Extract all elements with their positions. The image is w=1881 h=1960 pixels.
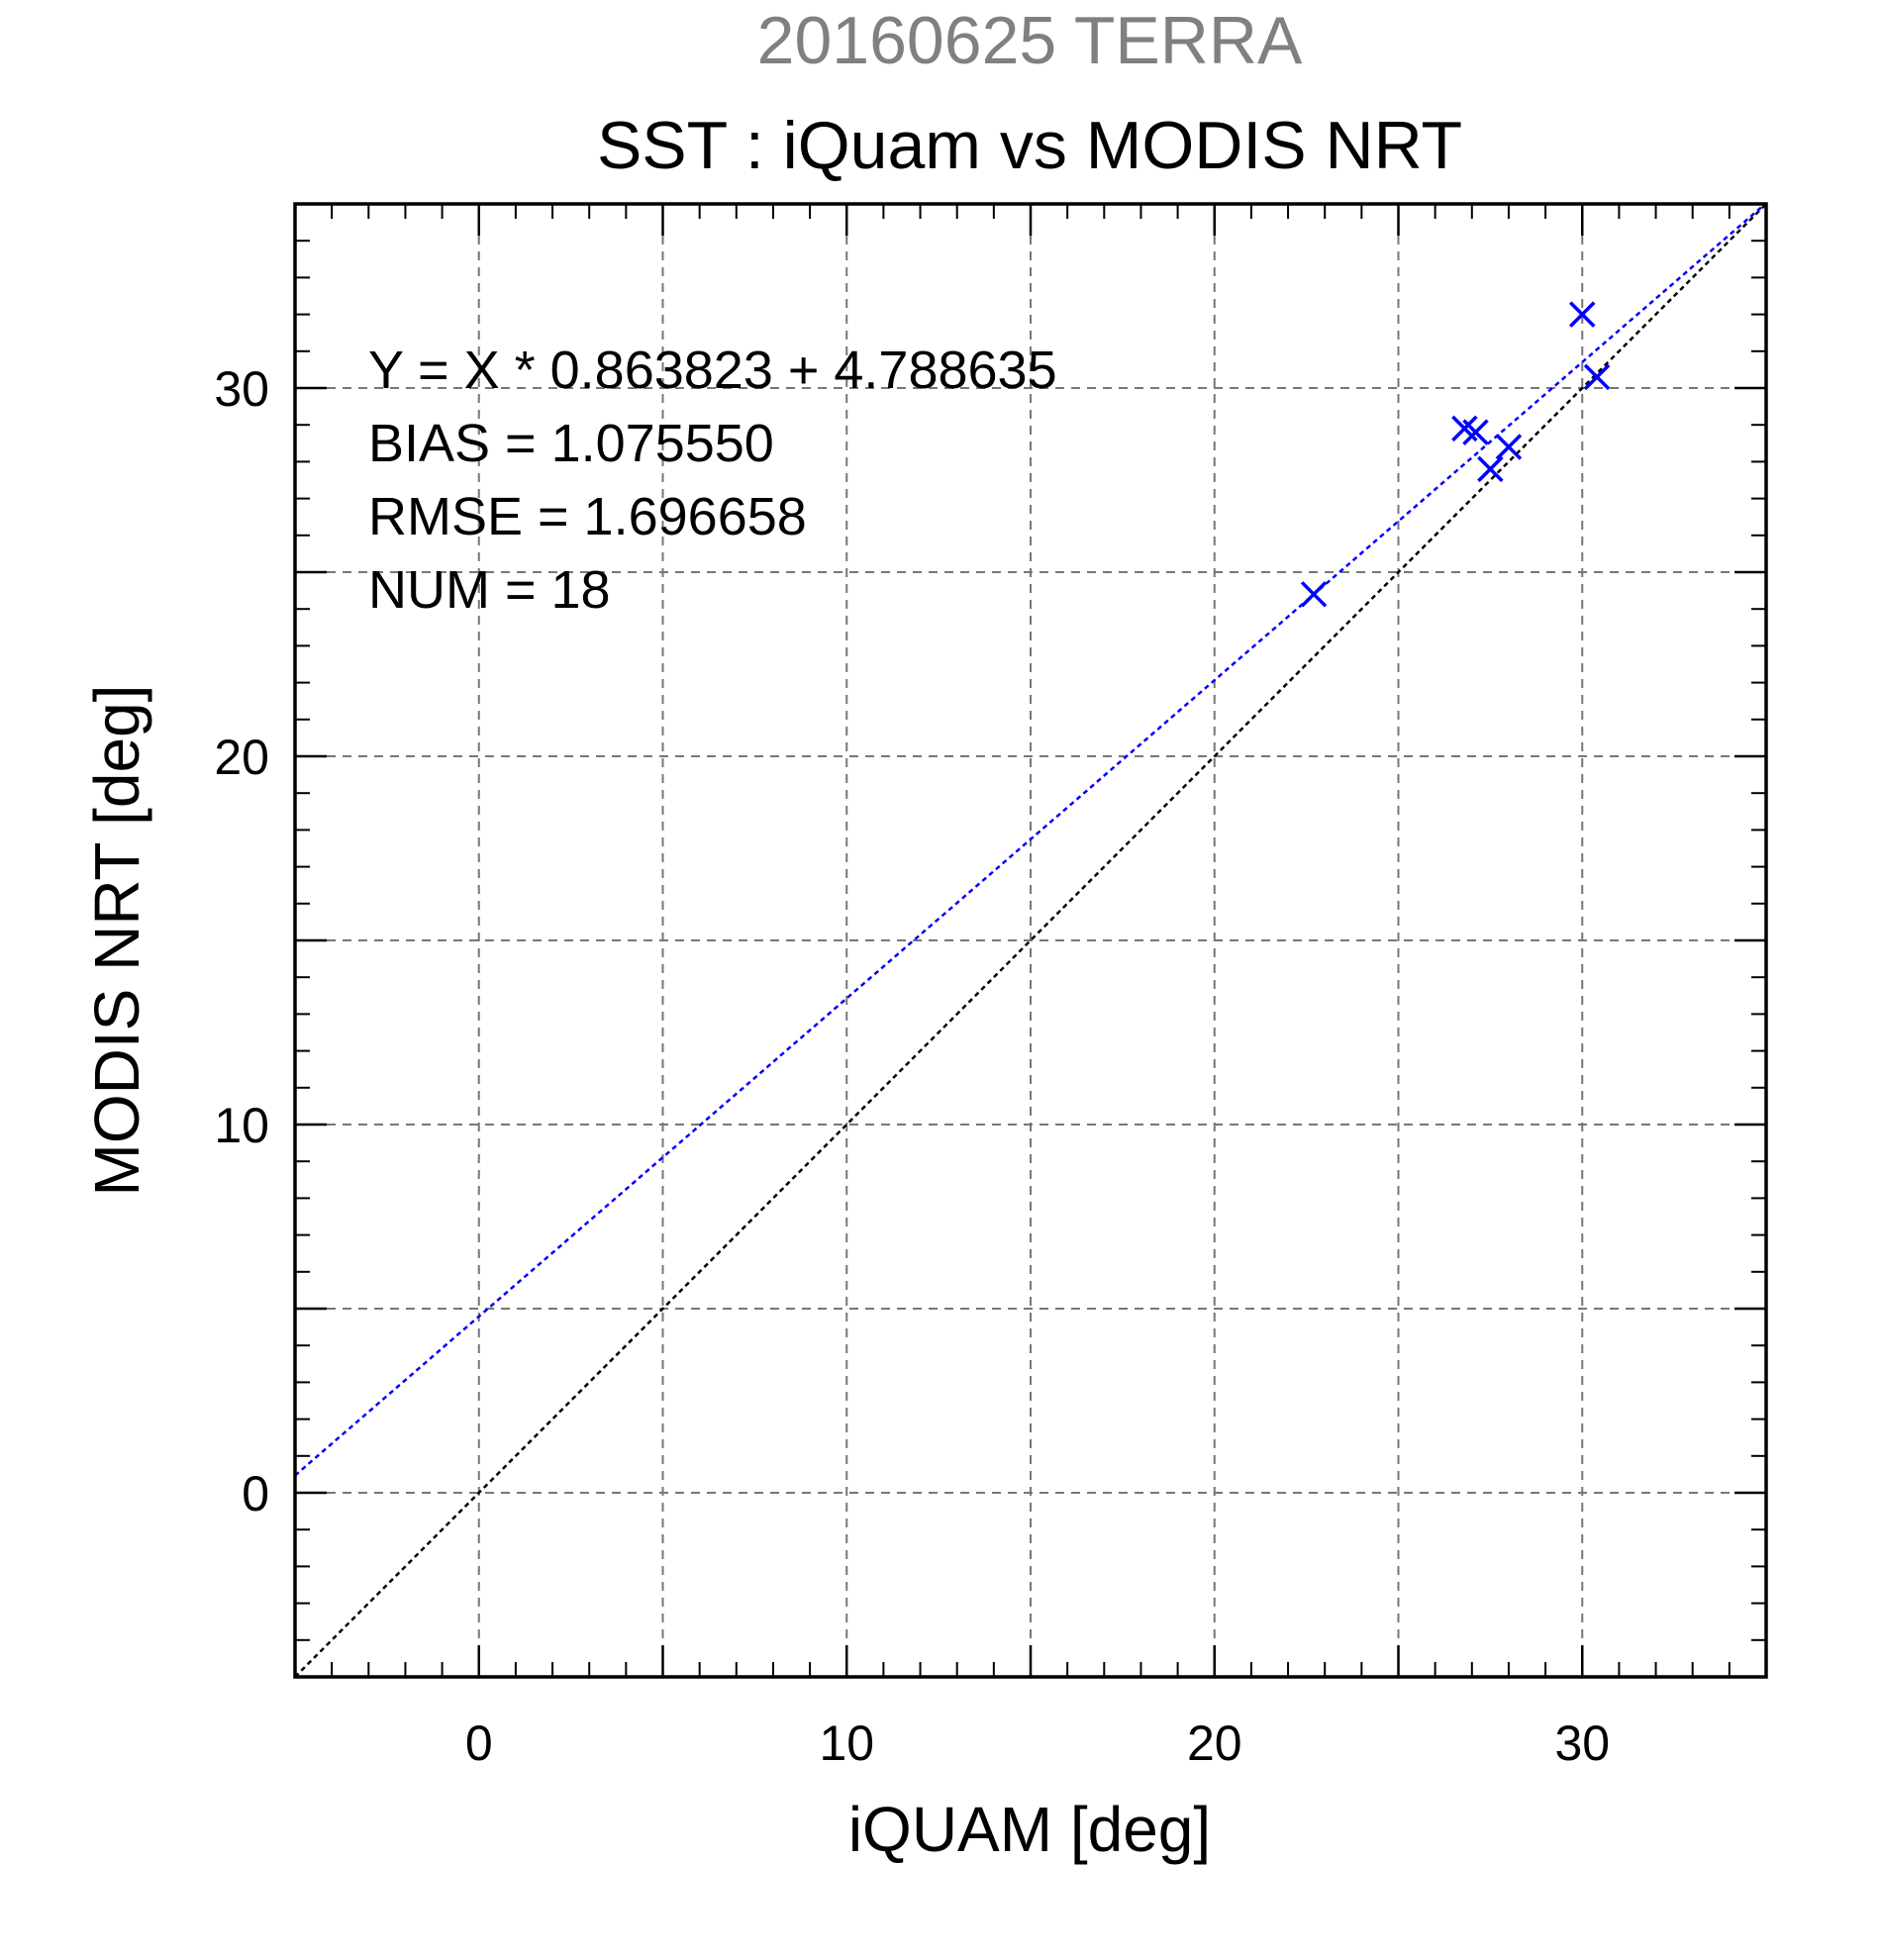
data-point: [1583, 363, 1611, 391]
x-tick-label: 20: [1187, 1715, 1242, 1771]
data-point: [1495, 434, 1523, 460]
data-point-stroke: [1451, 415, 1478, 442]
annotation-rmse: RMSE = 1.696658: [368, 487, 807, 546]
y-tick-label: 0: [242, 1466, 269, 1521]
annotation-bias: BIAS = 1.075550: [368, 414, 774, 473]
data-point: [1477, 455, 1504, 483]
x-tick-label: 10: [819, 1715, 874, 1771]
data-point: [1462, 419, 1489, 445]
chart-title: SST : iQuam vs MODIS NRT: [597, 108, 1462, 183]
chart-supertitle: 20160625 TERRA: [757, 3, 1303, 78]
x-tick-labels: 0 10 20 30: [465, 1715, 1610, 1771]
y-tick-labels: 0 10 20 30: [214, 361, 269, 1521]
y-tick-label: 30: [214, 361, 269, 417]
plot-frame: [293, 202, 1768, 1679]
y-axis-label: MODIS NRT [deg]: [81, 685, 152, 1197]
data-point-stroke: [1477, 455, 1504, 483]
data-point-stroke: [1495, 434, 1523, 460]
grid-lines: [295, 204, 1766, 1677]
x-tick-label: 30: [1554, 1715, 1610, 1771]
data-point: [1569, 301, 1596, 328]
data-point: [1300, 581, 1328, 608]
annotation-num: NUM = 18: [368, 560, 611, 620]
regression-line: [295, 204, 1766, 1477]
y-tick-label: 10: [214, 1098, 269, 1153]
x-axis-label: iQUAM [deg]: [848, 1794, 1211, 1865]
y-tick-label: 20: [214, 730, 269, 785]
annotation-fit-equation: Y = X * 0.863823 + 4.788635: [368, 341, 1057, 400]
stats-annotations: Y = X * 0.863823 + 4.788635 BIAS = 1.075…: [368, 341, 1057, 620]
fit-lines: [295, 204, 1766, 1677]
data-point-stroke: [1583, 363, 1611, 391]
data-point-stroke: [1569, 301, 1596, 328]
data-point-stroke: [1300, 581, 1328, 608]
x-tick-label: 0: [465, 1715, 493, 1771]
data-point-stroke: [1462, 419, 1489, 445]
data-points: [1300, 301, 1611, 608]
